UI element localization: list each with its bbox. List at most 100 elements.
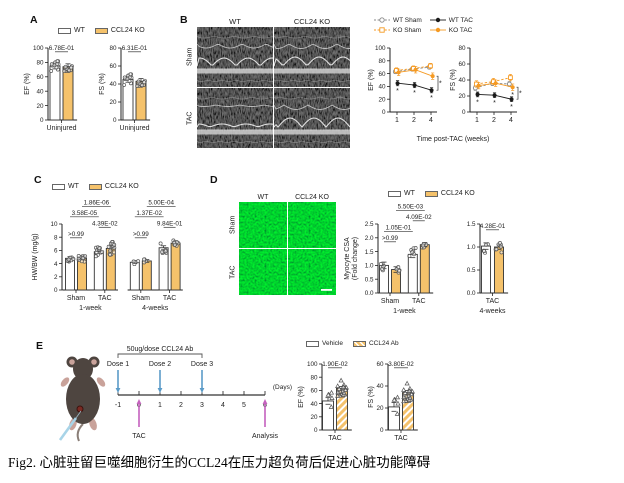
svg-text:*: *	[439, 81, 442, 88]
svg-text:*: *	[519, 91, 522, 98]
legend-swatch	[88, 183, 102, 190]
svg-text:10: 10	[50, 221, 58, 228]
figure-caption: Fig2. 心脏驻留巨噬细胞衍生的CCL24在压力超负荷后促进心脏功能障碍	[8, 455, 431, 470]
legend-label: WT	[68, 183, 79, 190]
svg-text:EF (%): EF (%)	[368, 69, 375, 91]
svg-text:Dose 3: Dose 3	[191, 361, 213, 368]
svg-text:80: 80	[310, 374, 318, 381]
svg-text:0: 0	[314, 427, 318, 434]
svg-text:100: 100	[375, 45, 386, 52]
panel-a-fs-chart: 0 20 40 60 80 FS (%) Uninjured 6.31E-01	[99, 45, 151, 132]
echo-col-wt-label: WT	[229, 17, 241, 26]
svg-text:Analysis: Analysis	[252, 433, 279, 440]
legend-marker-icon	[429, 27, 446, 33]
svg-text:1-week: 1-week	[393, 308, 416, 315]
panel-c-label: C	[34, 174, 42, 186]
fluor-image-grid: WT CCL24 KO Sham TAC	[228, 190, 336, 295]
svg-text:*: *	[430, 95, 433, 102]
legend-swatch	[424, 190, 438, 197]
svg-text:40: 40	[376, 383, 384, 390]
svg-text:6: 6	[54, 248, 58, 255]
svg-text:>0.99: >0.99	[68, 231, 84, 238]
svg-text:2.5: 2.5	[365, 221, 374, 228]
legend-swatch	[388, 190, 401, 197]
svg-text:3: 3	[200, 402, 204, 409]
svg-text:>0.99: >0.99	[382, 235, 398, 242]
svg-text:*: *	[511, 92, 514, 99]
svg-text:FS (%): FS (%)	[450, 69, 457, 91]
mouse-ear-inner	[69, 359, 75, 365]
syringe-needle	[75, 410, 82, 419]
svg-text:FS (%): FS (%)	[99, 73, 106, 95]
svg-text:1.90E-02: 1.90E-02	[322, 361, 348, 368]
panel-a-legend: WT CCL24 KO	[58, 27, 145, 34]
legend-swatch	[58, 27, 71, 34]
legend-item: KO Sham	[374, 26, 422, 34]
svg-text:1.05E-01: 1.05E-01	[386, 225, 412, 232]
svg-text:*: *	[396, 88, 399, 95]
svg-text:2.0: 2.0	[365, 235, 374, 242]
echo-image-grid: WT CCL24 KO Sham TAC	[184, 14, 350, 148]
panel-b-legend: WT Sham WT TAC KO Sham KO TAC	[374, 16, 473, 34]
svg-text:TAC: TAC	[486, 298, 499, 305]
legend-label: WT	[74, 27, 85, 34]
legend-label: WT TAC	[448, 16, 473, 24]
echo-col-ko-label: CCL24 KO	[293, 17, 331, 26]
echo-row-tac-label: TAC	[186, 111, 194, 125]
legend-label: WT Sham	[393, 16, 422, 24]
panel-d-legend: WT CCL24 KO	[388, 190, 475, 197]
svg-text:4: 4	[429, 117, 433, 124]
svg-text:TAC: TAC	[132, 433, 145, 440]
svg-text:2: 2	[492, 117, 496, 124]
svg-text:0: 0	[462, 109, 466, 116]
legend-label: CCL24 KO	[104, 183, 139, 190]
svg-text:0.0: 0.0	[467, 290, 476, 297]
echo-image-ko-sham	[274, 27, 350, 87]
echo-row-sham-label: Sham	[186, 47, 194, 67]
svg-text:0: 0	[54, 287, 58, 294]
svg-text:1.37E-02: 1.37E-02	[136, 210, 162, 217]
svg-text:60: 60	[109, 63, 117, 70]
mouse-head	[73, 358, 93, 380]
svg-text:0.0: 0.0	[365, 290, 374, 297]
legend-marker-icon	[374, 17, 390, 23]
panel-e-ef-chart: 0 20 40 60 80 100 EF (%) TAC 1.90E-02	[298, 361, 352, 442]
echo-image-wt-tac	[197, 88, 273, 148]
legend-item: CCL24 KO	[94, 27, 145, 34]
panel-b-fs-chart: 0 20 40 60 80 FS (%) 1 2 4 * * * * *	[450, 45, 522, 124]
svg-text:6.31E-01: 6.31E-01	[122, 45, 148, 52]
legend-swatch	[52, 183, 65, 190]
legend-label: Vehicle	[322, 340, 343, 347]
svg-text:0: 0	[382, 109, 386, 116]
legend-label: CCL24 KO	[110, 27, 145, 34]
fluor-col-ko-label: CCL24 KO	[295, 194, 329, 201]
svg-text:4: 4	[509, 117, 513, 124]
echo-image-ko-tac	[274, 88, 350, 148]
svg-text:(Days): (Days)	[273, 384, 292, 391]
legend-marker-icon	[374, 27, 390, 33]
echo-image-wt-sham	[197, 27, 273, 87]
svg-text:1-week: 1-week	[79, 305, 102, 312]
svg-text:80: 80	[36, 60, 44, 67]
svg-text:TAC: TAC	[412, 298, 425, 305]
svg-text:60: 60	[310, 388, 318, 395]
svg-text:60: 60	[376, 361, 384, 368]
mouse-tail	[76, 423, 84, 442]
svg-text:9.84E-01: 9.84E-01	[157, 221, 183, 228]
svg-text:1.0: 1.0	[467, 244, 476, 251]
svg-text:60: 60	[378, 71, 386, 78]
legend-item: KO TAC	[429, 26, 473, 34]
svg-text:40: 40	[36, 88, 44, 95]
svg-text:*: *	[493, 100, 496, 107]
svg-text:4-weeks: 4-weeks	[479, 308, 506, 315]
legend-label: CCL24 Ab	[368, 340, 399, 347]
panel-a-label: A	[30, 14, 38, 26]
spacer	[184, 14, 196, 26]
svg-text:EF (%): EF (%)	[298, 386, 305, 408]
svg-text:1.5: 1.5	[365, 249, 374, 256]
svg-text:0: 0	[40, 117, 44, 124]
fluor-row-sham-label: Sham	[229, 215, 237, 235]
legend-label: WT	[404, 190, 415, 197]
legend-item: WT TAC	[429, 16, 473, 24]
